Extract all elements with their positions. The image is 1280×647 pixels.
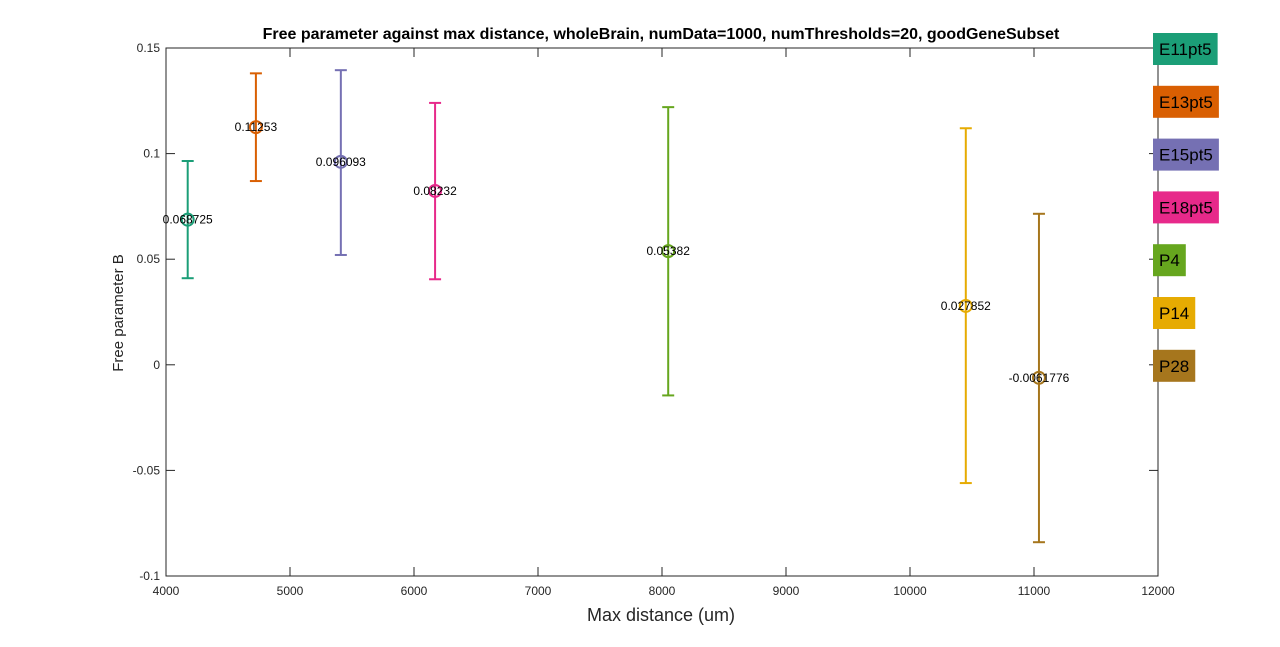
data-point-marker: [333, 154, 348, 169]
legend-label: P4: [1159, 251, 1180, 270]
data-point-marker: [248, 120, 263, 135]
x-axis-label: Max distance (um): [587, 605, 735, 625]
legend-label: P14: [1159, 304, 1189, 323]
data-value-label: 0.08232: [413, 184, 457, 198]
x-tick-label: 7000: [525, 584, 552, 598]
x-tick-label: 5000: [277, 584, 304, 598]
x-tick-label: 10000: [893, 584, 927, 598]
series-e18pt5: 0.08232: [413, 101, 457, 281]
data-value-label: 0.068725: [163, 213, 213, 227]
data-point-marker: [428, 183, 443, 198]
data-value-label: -0.0061776: [1009, 371, 1070, 385]
data-point-marker: [1031, 370, 1046, 385]
legend-swatch: [1153, 138, 1219, 171]
y-tick-label: 0.15: [137, 41, 161, 55]
y-tick-label: -0.05: [133, 463, 161, 477]
plot-area: [165, 47, 1159, 577]
series-p4: 0.05382: [647, 106, 691, 397]
series-p14: 0.027852: [941, 127, 991, 485]
legend-item-e11pt5: E11pt5: [1153, 33, 1218, 65]
y-tick-label: -0.1: [139, 569, 160, 583]
data-value-label: 0.05382: [647, 244, 691, 258]
y-tick-label: 0.1: [143, 147, 160, 161]
legend-label: E15pt5: [1159, 146, 1213, 165]
y-tick-label: 0: [153, 358, 160, 372]
legend-swatch: [1153, 33, 1218, 65]
legend-swatch: [1153, 244, 1186, 277]
series-p28: -0.0061776: [1009, 212, 1070, 544]
y-tick-label: 0.05: [137, 252, 161, 266]
series-e15pt5: 0.096093: [316, 69, 366, 256]
legend-item-e15pt5: E15pt5: [1153, 138, 1219, 171]
legend-item-e18pt5: E18pt5: [1153, 191, 1219, 224]
data-value-label: 0.096093: [316, 155, 366, 169]
legend-label: P28: [1159, 357, 1189, 376]
legend-item-p4: P4: [1153, 244, 1186, 277]
legend: E11pt5 E13pt5 E15pt5 E18pt5 P4 P14 P28: [1153, 33, 1219, 382]
legend-label: E13pt5: [1159, 93, 1213, 112]
data-point-marker: [958, 298, 973, 313]
x-tick-label: 8000: [649, 584, 676, 598]
x-tick-label: 11000: [1018, 584, 1051, 598]
legend-label: E11pt5: [1159, 40, 1212, 59]
x-tick-label: 12000: [1141, 584, 1175, 598]
series-e13pt5: 0.11253: [235, 72, 278, 183]
series-e11pt5: 0.068725: [163, 159, 213, 280]
chart-title: Free parameter against max distance, who…: [263, 26, 1060, 43]
data-value-label: 0.11253: [235, 120, 278, 134]
x-axis: 4000 5000 6000 7000 8000 9000 10000 11000 12000: [153, 48, 1175, 598]
x-tick-label: 6000: [401, 584, 428, 598]
series-layer: 0.068725 0.11253 0.096093 0.08232 0.05382 0.0…: [163, 69, 1070, 544]
legend-swatch: [1153, 191, 1219, 224]
legend-swatch: [1153, 85, 1219, 118]
y-axis-label: Free parameter B: [110, 254, 127, 372]
data-point-marker: [661, 244, 676, 259]
legend-swatch: [1153, 297, 1196, 329]
data-point-marker: [180, 212, 195, 227]
x-tick-label: 4000: [153, 584, 180, 598]
y-axis: -0.1 -0.05 0 0.05 0.1 0.15: [133, 41, 1158, 583]
legend-label: E18pt5: [1159, 198, 1213, 217]
legend-item-e13pt5: E13pt5: [1153, 85, 1219, 118]
x-tick-label: 9000: [773, 584, 800, 598]
legend-swatch: [1153, 349, 1196, 382]
legend-item-p14: P14: [1153, 297, 1196, 329]
data-value-label: 0.027852: [941, 299, 991, 313]
legend-item-p28: P28: [1153, 349, 1196, 382]
